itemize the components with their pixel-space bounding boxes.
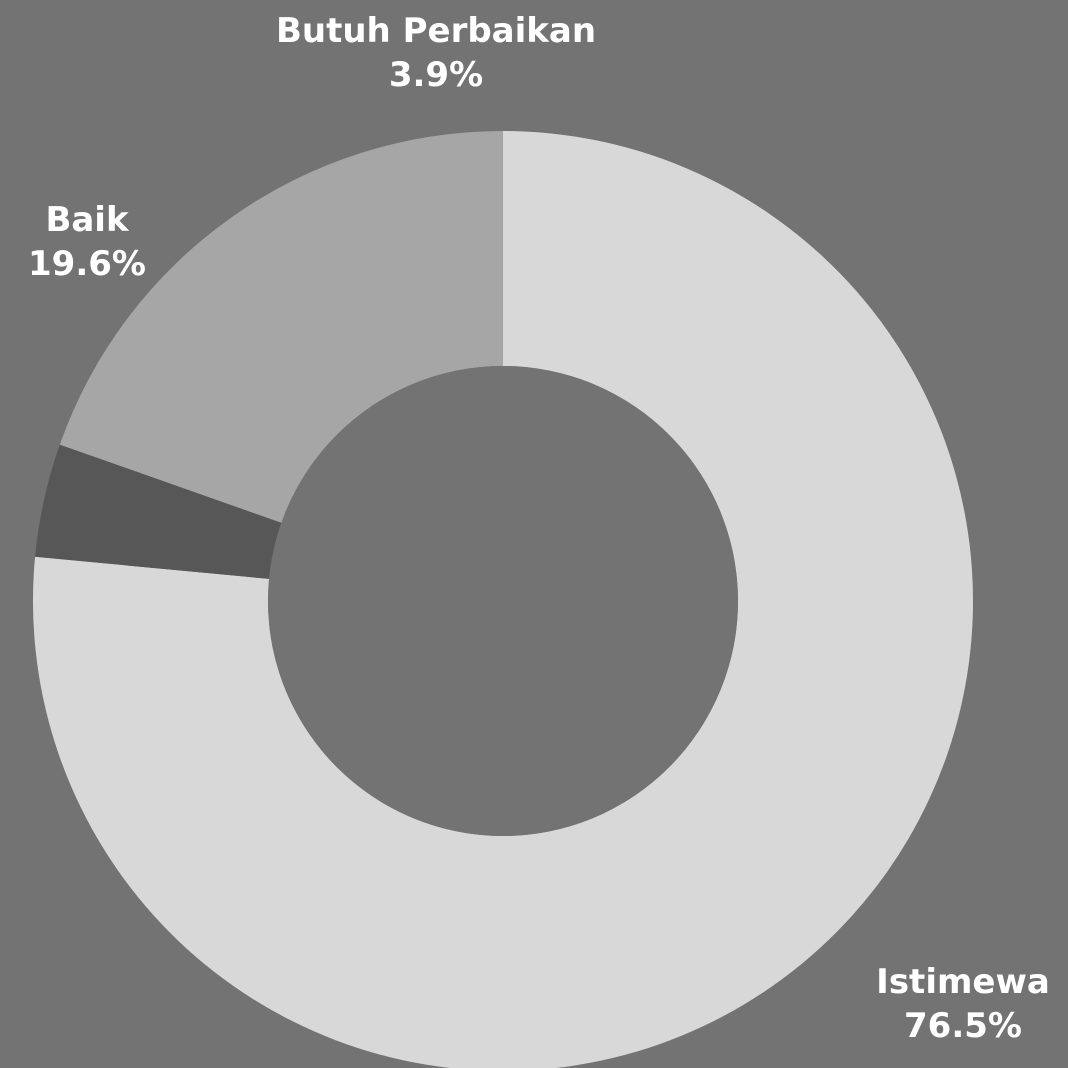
slice-value-label: 19.6% <box>28 244 146 284</box>
slice-butuh-perbaikan <box>35 444 282 579</box>
slice-label: Istimewa <box>876 962 1050 1002</box>
slice-baik <box>59 131 504 523</box>
slice-value-label: 76.5% <box>904 1006 1022 1046</box>
slice-istimewa <box>33 131 973 1068</box>
slice-label: Butuh Perbaikan <box>276 11 596 51</box>
donut-hole <box>268 366 738 836</box>
slice-label: Baik <box>45 200 130 240</box>
slice-value-label: 3.9% <box>389 55 483 95</box>
